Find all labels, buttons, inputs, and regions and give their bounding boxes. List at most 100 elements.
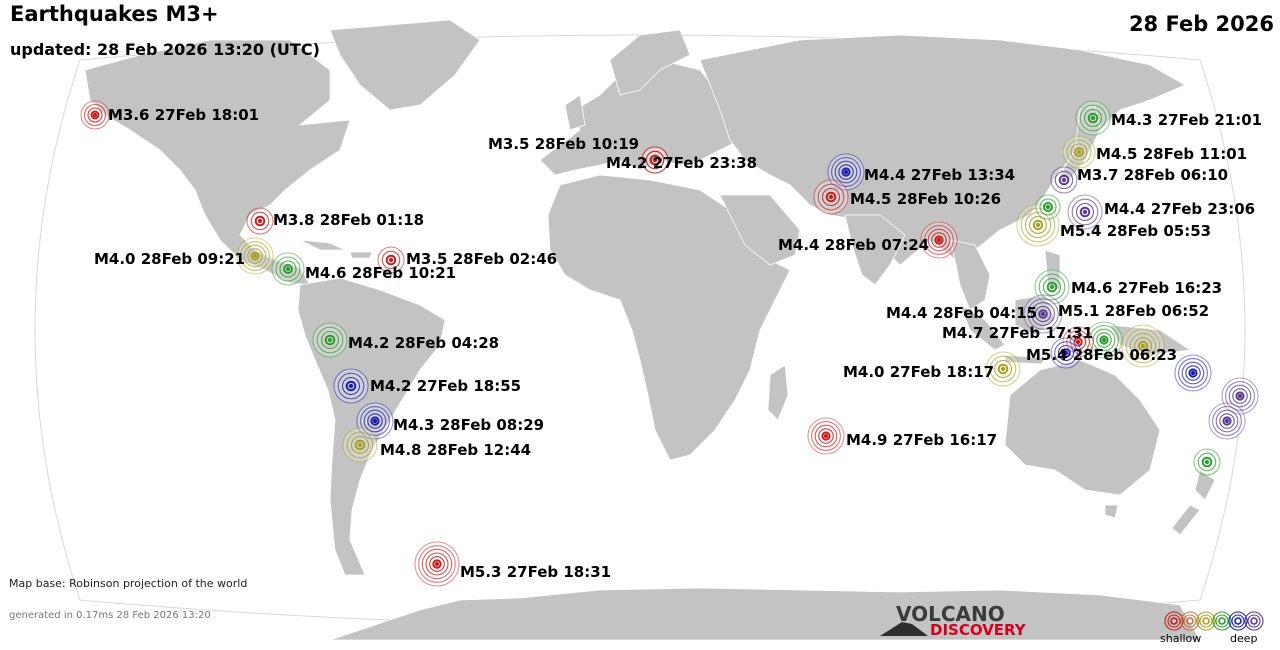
depth-legend: shallow deep [1160, 610, 1270, 646]
quake-ring [1054, 170, 1074, 190]
quake-ring [1039, 198, 1057, 216]
volcanodiscovery-logo[interactable]: VOLCANO DISCOVERY [880, 602, 1040, 640]
quake-label[interactable]: M3.7 28Feb 06:10 [1077, 166, 1229, 184]
quake-marker[interactable] [920, 221, 958, 259]
quake-marker[interactable] [1034, 269, 1070, 305]
quake-marker[interactable] [1085, 321, 1123, 359]
quake-label[interactable]: M4.2 27Feb 18:55 [370, 377, 522, 395]
quake-ring [1079, 206, 1091, 218]
quake-marker[interactable] [236, 237, 274, 275]
quake-label[interactable]: M4.2 27Feb 23:38 [606, 154, 758, 172]
quake-marker[interactable] [414, 541, 460, 587]
quake-ring [350, 435, 370, 455]
quake-label[interactable]: M4.0 27Feb 18:17 [843, 363, 995, 381]
quake-label[interactable]: M4.9 27Feb 16:17 [846, 431, 998, 449]
quake-ring [1201, 456, 1213, 468]
quake-epicenter-dot [372, 418, 378, 424]
quake-ring [354, 439, 366, 451]
quake-marker[interactable] [813, 179, 849, 215]
quake-marker[interactable] [1016, 203, 1060, 247]
quake-label[interactable]: M5.4 28Feb 05:53 [1060, 222, 1212, 240]
quake-ring [279, 260, 297, 278]
quake-marker[interactable] [1221, 377, 1259, 415]
generated-note: generated in 0.17ms 28 Feb 2026 13:20 [9, 610, 211, 621]
quake-marker[interactable] [80, 100, 110, 130]
quake-epicenter-dot [434, 561, 440, 567]
legend-ring [1164, 611, 1184, 631]
legend-ring [1167, 614, 1181, 628]
quake-epicenter-dot [1076, 149, 1082, 155]
quake-epicenter-dot [1224, 418, 1230, 424]
quake-marker[interactable] [377, 246, 405, 274]
quake-ring [346, 431, 374, 459]
quake-ring [1054, 341, 1078, 365]
quake-label[interactable]: M4.6 28Feb 10:21 [305, 264, 457, 282]
quake-ring [1058, 174, 1070, 186]
quake-ring [275, 256, 301, 282]
quake-ring [838, 164, 854, 180]
quake-marker[interactable] [807, 417, 845, 455]
india [844, 214, 906, 286]
quake-label[interactable]: M4.8 28Feb 12:44 [380, 441, 532, 459]
africa [547, 174, 791, 461]
quake-marker[interactable] [1067, 194, 1103, 230]
quake-label[interactable]: M4.7 27Feb 17:31 [942, 324, 1094, 342]
quake-marker[interactable] [356, 402, 394, 440]
quake-marker[interactable] [985, 351, 1021, 387]
quake-label[interactable]: M3.6 27Feb 18:01 [108, 106, 260, 124]
quake-label[interactable]: M5.4 28Feb 06:23 [1026, 346, 1178, 364]
quake-ring [337, 372, 365, 400]
quake-marker[interactable] [271, 252, 305, 286]
quake-marker[interactable] [333, 368, 369, 404]
quake-label[interactable]: M4.0 28Feb 09:21 [94, 250, 246, 268]
quake-marker[interactable] [1174, 354, 1212, 392]
quake-label[interactable]: M4.2 28Feb 04:28 [348, 334, 500, 352]
quake-ring [1125, 328, 1161, 364]
quake-marker[interactable] [1050, 337, 1082, 369]
quake-label[interactable]: M5.1 28Feb 06:52 [1058, 302, 1210, 320]
quake-ring [1029, 216, 1047, 234]
quake-marker[interactable] [1075, 100, 1111, 136]
quake-ring [316, 326, 344, 354]
quake-ring [83, 103, 107, 127]
quake-marker[interactable] [246, 207, 274, 235]
quake-ring [821, 187, 841, 207]
quake-marker[interactable] [1035, 194, 1061, 220]
quake-label[interactable]: M4.6 27Feb 16:23 [1071, 279, 1223, 297]
quake-label[interactable]: M4.5 28Feb 11:01 [1096, 145, 1248, 163]
quake-ring [1228, 384, 1252, 408]
quake-label[interactable]: M4.5 28Feb 10:26 [850, 190, 1002, 208]
quake-marker[interactable] [1050, 166, 1078, 194]
quake-epicenter-dot [1082, 209, 1088, 215]
quake-label[interactable]: M4.3 27Feb 21:01 [1111, 111, 1263, 129]
legend-ring [1180, 611, 1200, 631]
quake-marker[interactable] [1023, 294, 1063, 334]
quake-label[interactable]: M4.4 27Feb 23:06 [1104, 200, 1256, 218]
quake-ring [1070, 143, 1088, 161]
quake-ring [283, 264, 293, 274]
quake-epicenter-dot [1090, 115, 1096, 121]
quake-label[interactable]: M4.4 28Feb 04:15 [886, 304, 1038, 322]
legend-ring [1186, 617, 1194, 625]
quake-label[interactable]: M3.5 28Feb 02:46 [406, 250, 558, 268]
quake-ring [1083, 108, 1103, 128]
quake-marker[interactable] [1193, 448, 1221, 476]
quake-marker[interactable] [1121, 324, 1165, 368]
quake-marker[interactable] [1208, 402, 1246, 440]
quake-label[interactable]: M4.3 28Feb 08:29 [393, 416, 545, 434]
quake-label[interactable]: M4.4 27Feb 13:34 [864, 166, 1016, 184]
quake-marker[interactable] [342, 427, 378, 463]
quake-ring [1212, 406, 1242, 436]
quake-label[interactable]: M5.3 27Feb 18:31 [460, 563, 612, 581]
quake-epicenter-dot [843, 169, 849, 175]
quake-label[interactable]: M3.8 28Feb 01:18 [273, 211, 425, 229]
quake-ring [1057, 344, 1075, 362]
legend-ring [1196, 611, 1216, 631]
quake-marker[interactable] [312, 322, 348, 358]
quake-marker[interactable] [1062, 135, 1096, 169]
quake-ring [834, 160, 858, 184]
quake-label[interactable]: M3.5 28Feb 10:19 [488, 135, 640, 153]
quake-marker[interactable] [1062, 326, 1094, 358]
quake-marker[interactable] [641, 146, 669, 174]
quake-label[interactable]: M4.4 28Feb 07:24 [778, 236, 930, 254]
